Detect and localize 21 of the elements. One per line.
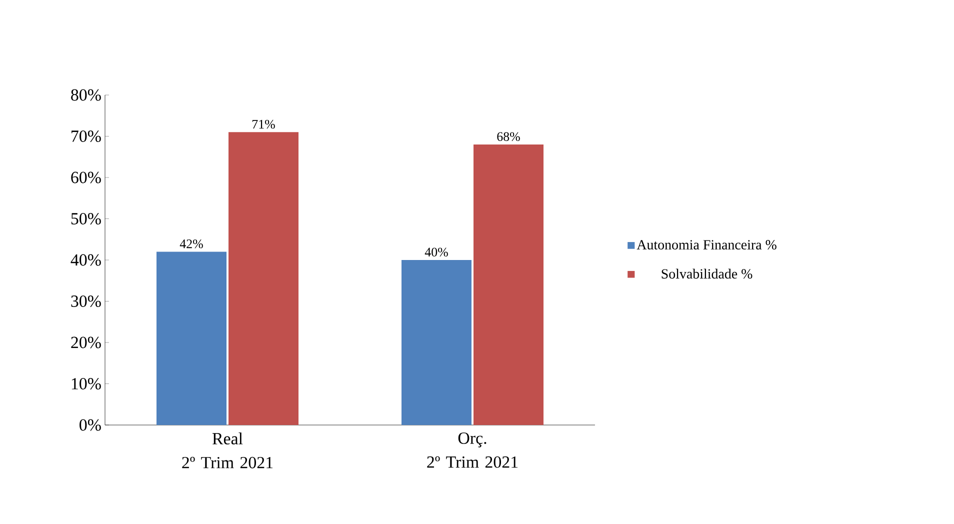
x-tick-label: Real 2º Trim 2021 [182, 432, 273, 468]
data-label: 42% [180, 239, 203, 248]
bar [474, 144, 544, 425]
y-tick-label: 70% [72, 130, 101, 142]
x-tick-label: Orç. 2º Trim 2021 [427, 432, 518, 468]
bar [402, 260, 472, 425]
y-tick-label: 20% [71, 336, 101, 348]
data-label: 68% [497, 132, 520, 141]
y-tick-label: 50% [71, 213, 101, 224]
y-tick-label: 60% [71, 172, 101, 184]
legend-label: Autonomia Financeira % [636, 240, 776, 250]
y-tick-label: 30% [71, 296, 101, 307]
y-tick-label: 80% [71, 89, 101, 101]
bar [228, 132, 298, 425]
y-tick-label: 10% [72, 378, 101, 390]
y-tick-label: 40% [70, 254, 101, 266]
data-label: 71% [252, 120, 275, 129]
legend-label: Solvabilidade % [662, 268, 752, 279]
y-tick-label: 0% [80, 419, 101, 431]
data-label: 40% [424, 248, 448, 256]
bar [156, 252, 227, 425]
